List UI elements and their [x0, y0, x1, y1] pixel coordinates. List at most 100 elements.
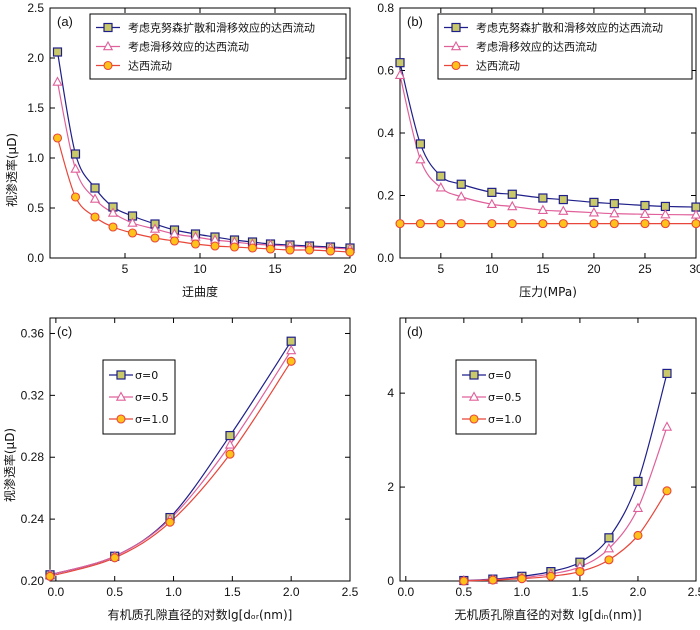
y-tick-label: 0: [387, 574, 394, 588]
data-point: [304, 245, 315, 255]
data-point: [662, 486, 672, 496]
legend-label: 考虑滑移效应的达西流动: [476, 40, 597, 54]
data-point: [225, 449, 235, 459]
panel-a: 5 10 15 20 0.0 0.5 1.0 1.5 2.0 2.5 (a) 迂曲度 考虑克努森扩散和滑…: [27, 1, 357, 299]
data-point: [507, 200, 518, 211]
legend-box: [89, 13, 347, 80]
y-tick-label: 0.24: [21, 512, 45, 526]
series-line-1: [399, 62, 697, 208]
panel-b: 5 10 15 20 25 30 0.0 0.2 0.4 0.6 0.8 (b) 压力(MPa) 考虑克努…: [377, 1, 700, 299]
panel-label: (b): [407, 14, 423, 29]
legend-label: σ=1.0: [135, 413, 169, 426]
data-point: [229, 242, 240, 252]
data-point: [639, 208, 651, 218]
legend-label: σ=0.5: [488, 391, 522, 404]
x-tick-label: 10: [485, 262, 499, 276]
plot-frame: [49, 317, 351, 582]
data-point: [661, 421, 673, 431]
y-tick-label: 0.5: [27, 201, 44, 215]
data-point: [558, 194, 568, 205]
data-point: [690, 209, 700, 219]
plot-frame: [399, 317, 697, 582]
legend-marker: [103, 22, 113, 33]
legend-marker: [116, 370, 126, 380]
data-point: [90, 212, 100, 222]
data-point: [488, 575, 498, 585]
legend-box: [437, 13, 693, 80]
x-tick-label: 30: [689, 262, 700, 276]
data-point: [538, 193, 548, 203]
data-point: [52, 133, 63, 143]
data-point: [325, 246, 336, 256]
data-point: [70, 149, 81, 159]
legend: σ=0 σ=0.5 σ=1.0: [102, 359, 176, 435]
y-tick-label: 0.6: [377, 64, 394, 78]
y-axis-title-bottom: 视渗透率(μD): [2, 428, 17, 502]
legend-marker: [115, 391, 127, 401]
data-point: [517, 574, 527, 584]
data-point: [640, 200, 650, 211]
data-point: [507, 189, 517, 199]
data-point: [662, 368, 672, 379]
data-point: [190, 239, 201, 249]
legend-label: 达西流动: [128, 59, 172, 73]
y-tick-label: 0.4: [377, 126, 394, 140]
y-tick-label: 0.32: [21, 388, 45, 402]
data-point: [660, 219, 670, 229]
data-point: [660, 208, 671, 219]
legend-marker: [451, 60, 461, 71]
series-points-2: [394, 69, 700, 219]
series-points-2: [458, 421, 673, 585]
data-point: [436, 219, 446, 229]
x-tick-label: 1.0: [514, 585, 531, 599]
series-line-1: [56, 51, 351, 249]
data-point: [604, 555, 614, 565]
series-points-3: [459, 486, 672, 586]
y-tick-label: 1.5: [27, 101, 44, 115]
y-tick-label: 2.5: [27, 1, 44, 15]
data-point: [224, 439, 236, 449]
y-tick-label: 0.20: [21, 574, 45, 588]
series-points-1: [395, 58, 700, 212]
data-point: [558, 219, 568, 229]
panel-label: (d): [407, 324, 423, 339]
data-point: [149, 223, 161, 233]
panel-c: 0.0 0.5 1.0 1.5 2.0 2.5 0.20 0.24 0.28 0.32 0.36 (c…: [21, 317, 359, 622]
legend-label: σ=1.0: [488, 413, 522, 426]
x-tick-label: 2.0: [283, 585, 300, 599]
legend-marker: [450, 40, 462, 51]
data-point: [395, 58, 405, 68]
data-point: [286, 336, 296, 346]
x-tick-label: 0.5: [106, 585, 123, 599]
x-axis-title: 无机质孔隙直径的对数 lg[dᵢₙ(nm)]: [454, 607, 641, 622]
data-point: [546, 571, 556, 581]
x-tick-label: 5: [122, 262, 129, 276]
data-point: [110, 553, 120, 563]
panel-d: 0.0 0.5 1.0 1.5 2.0 2.5 0 2 4 (d) 无机质孔隙直径的对数 lg[dᵢ…: [387, 317, 700, 622]
y-tick-label: 0.36: [21, 326, 45, 340]
x-tick-label: 25: [638, 262, 652, 276]
data-point: [165, 517, 175, 527]
panel-label: (a): [57, 14, 73, 29]
data-point: [89, 193, 101, 203]
x-tick-label: 2.5: [688, 585, 700, 599]
data-point: [345, 247, 355, 257]
legend-label: σ=0: [488, 369, 511, 382]
legend-marker: [451, 22, 461, 33]
data-point: [169, 236, 180, 246]
data-point: [609, 219, 619, 229]
data-point: [45, 571, 55, 581]
data-point: [225, 430, 235, 441]
x-tick-label: 1.5: [572, 585, 589, 599]
x-tick-label: 0.0: [48, 585, 65, 599]
data-point: [633, 476, 643, 487]
series-points-3: [45, 356, 296, 581]
data-point: [108, 222, 118, 232]
data-point: [609, 199, 619, 209]
data-point: [486, 198, 497, 208]
x-tick-label: 5: [437, 262, 444, 276]
y-tick-label: 0.0: [27, 251, 44, 265]
x-tick-label: 2.5: [342, 585, 359, 599]
data-point: [52, 47, 63, 57]
